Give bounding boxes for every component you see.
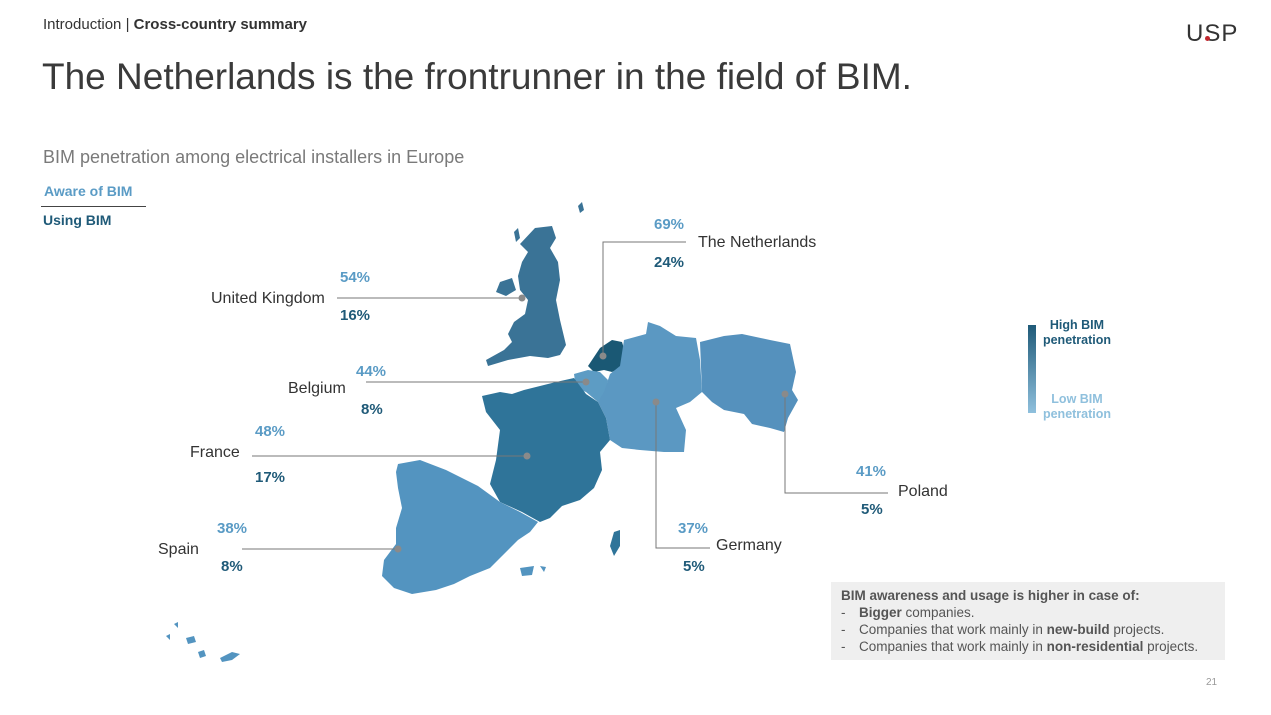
logo-text: USP xyxy=(1186,20,1239,47)
map-france xyxy=(482,378,610,522)
marker-united-kingdom xyxy=(518,294,526,302)
map-shetland xyxy=(578,202,584,213)
breadcrumb-page: Cross-country summary xyxy=(133,16,308,33)
map-balearic-islands xyxy=(520,566,546,576)
netherlands-aware-value: 69% xyxy=(654,216,685,233)
belgium-label: Belgium xyxy=(288,380,346,397)
marker-netherlands xyxy=(599,352,607,360)
note-item-text: Companies that work mainly in xyxy=(859,639,1047,654)
leader-germany xyxy=(655,402,710,549)
germany-aware-value: 37% xyxy=(678,520,709,537)
usp-logo: USP xyxy=(1186,20,1238,48)
spain-using-value: 8% xyxy=(221,558,243,575)
legend-aware-label: Aware of BIM xyxy=(44,183,133,199)
germany-using-value: 5% xyxy=(683,558,705,575)
france-label: France xyxy=(190,444,240,461)
legend-using-label: Using BIM xyxy=(43,212,112,228)
note-item-text: projects. xyxy=(1143,639,1199,654)
note-item-text: Companies that work mainly in xyxy=(859,622,1047,637)
poland-using-value: 5% xyxy=(861,501,883,518)
poland-aware-value: 41% xyxy=(856,463,887,480)
map-corsica xyxy=(610,530,620,556)
note-item: - Bigger companies. xyxy=(841,605,975,620)
insight-note-box: BIM awareness and usage is higher in cas… xyxy=(831,582,1225,660)
breadcrumb-separator: | xyxy=(125,16,130,33)
map-germany xyxy=(598,322,702,452)
note-bullet: - xyxy=(841,622,846,637)
spain-label: Spain xyxy=(158,541,199,558)
map-subtitle: BIM penetration among electrical install… xyxy=(43,147,465,167)
note-heading: BIM awareness and usage is higher in cas… xyxy=(841,588,1140,603)
note-item-text: companies. xyxy=(901,605,975,620)
marker-germany xyxy=(652,398,660,406)
france-using-value: 17% xyxy=(255,469,286,486)
legend-divider xyxy=(41,206,146,207)
scale-high-label: High BIM penetration xyxy=(1042,318,1112,347)
page-number: 21 xyxy=(1206,677,1218,688)
spain-aware-value: 38% xyxy=(217,520,248,537)
marker-poland xyxy=(781,390,789,398)
leader-netherlands xyxy=(602,241,686,356)
marker-belgium xyxy=(582,378,590,386)
page-title: The Netherlands is the frontrunner in th… xyxy=(42,56,912,97)
marker-spain xyxy=(394,545,402,553)
map-hebrides xyxy=(514,228,520,242)
map-spain xyxy=(382,460,538,594)
map-netherlands xyxy=(588,340,626,372)
breadcrumb-section: Introduction xyxy=(43,16,122,33)
united-kingdom-aware-value: 54% xyxy=(340,269,371,286)
belgium-aware-value: 44% xyxy=(356,363,387,380)
breadcrumb: Introduction | Cross-country summary xyxy=(43,16,307,33)
netherlands-using-value: 24% xyxy=(654,254,685,271)
note-bullet: - xyxy=(841,639,846,654)
note-bullet: - xyxy=(841,605,846,620)
map-united-kingdom xyxy=(486,226,566,366)
note-item-emphasis: non-residential xyxy=(1046,639,1144,654)
united-kingdom-label: United Kingdom xyxy=(211,290,325,307)
logo-dot-icon xyxy=(1205,36,1210,41)
note-item-emphasis: new-build xyxy=(1046,622,1110,637)
leader-poland xyxy=(784,394,888,494)
note-item-emphasis: Bigger xyxy=(859,605,902,620)
penetration-scale-bar xyxy=(1028,325,1036,413)
united-kingdom-using-value: 16% xyxy=(340,307,371,324)
scale-low-label: Low BIM penetration xyxy=(1042,392,1112,421)
note-item: - Companies that work mainly in non-resi… xyxy=(841,639,1198,654)
marker-france xyxy=(523,452,531,460)
belgium-using-value: 8% xyxy=(361,401,383,418)
map-belgium xyxy=(574,370,608,402)
note-item-text: projects. xyxy=(1109,622,1165,637)
map-northern-ireland xyxy=(496,278,516,296)
map-poland xyxy=(700,334,798,432)
france-aware-value: 48% xyxy=(255,423,286,440)
note-item: - Companies that work mainly in new-buil… xyxy=(841,622,1164,637)
netherlands-label: The Netherlands xyxy=(698,234,817,251)
poland-label: Poland xyxy=(898,483,948,500)
germany-label: Germany xyxy=(716,537,782,554)
map-canary-islands xyxy=(166,622,240,662)
